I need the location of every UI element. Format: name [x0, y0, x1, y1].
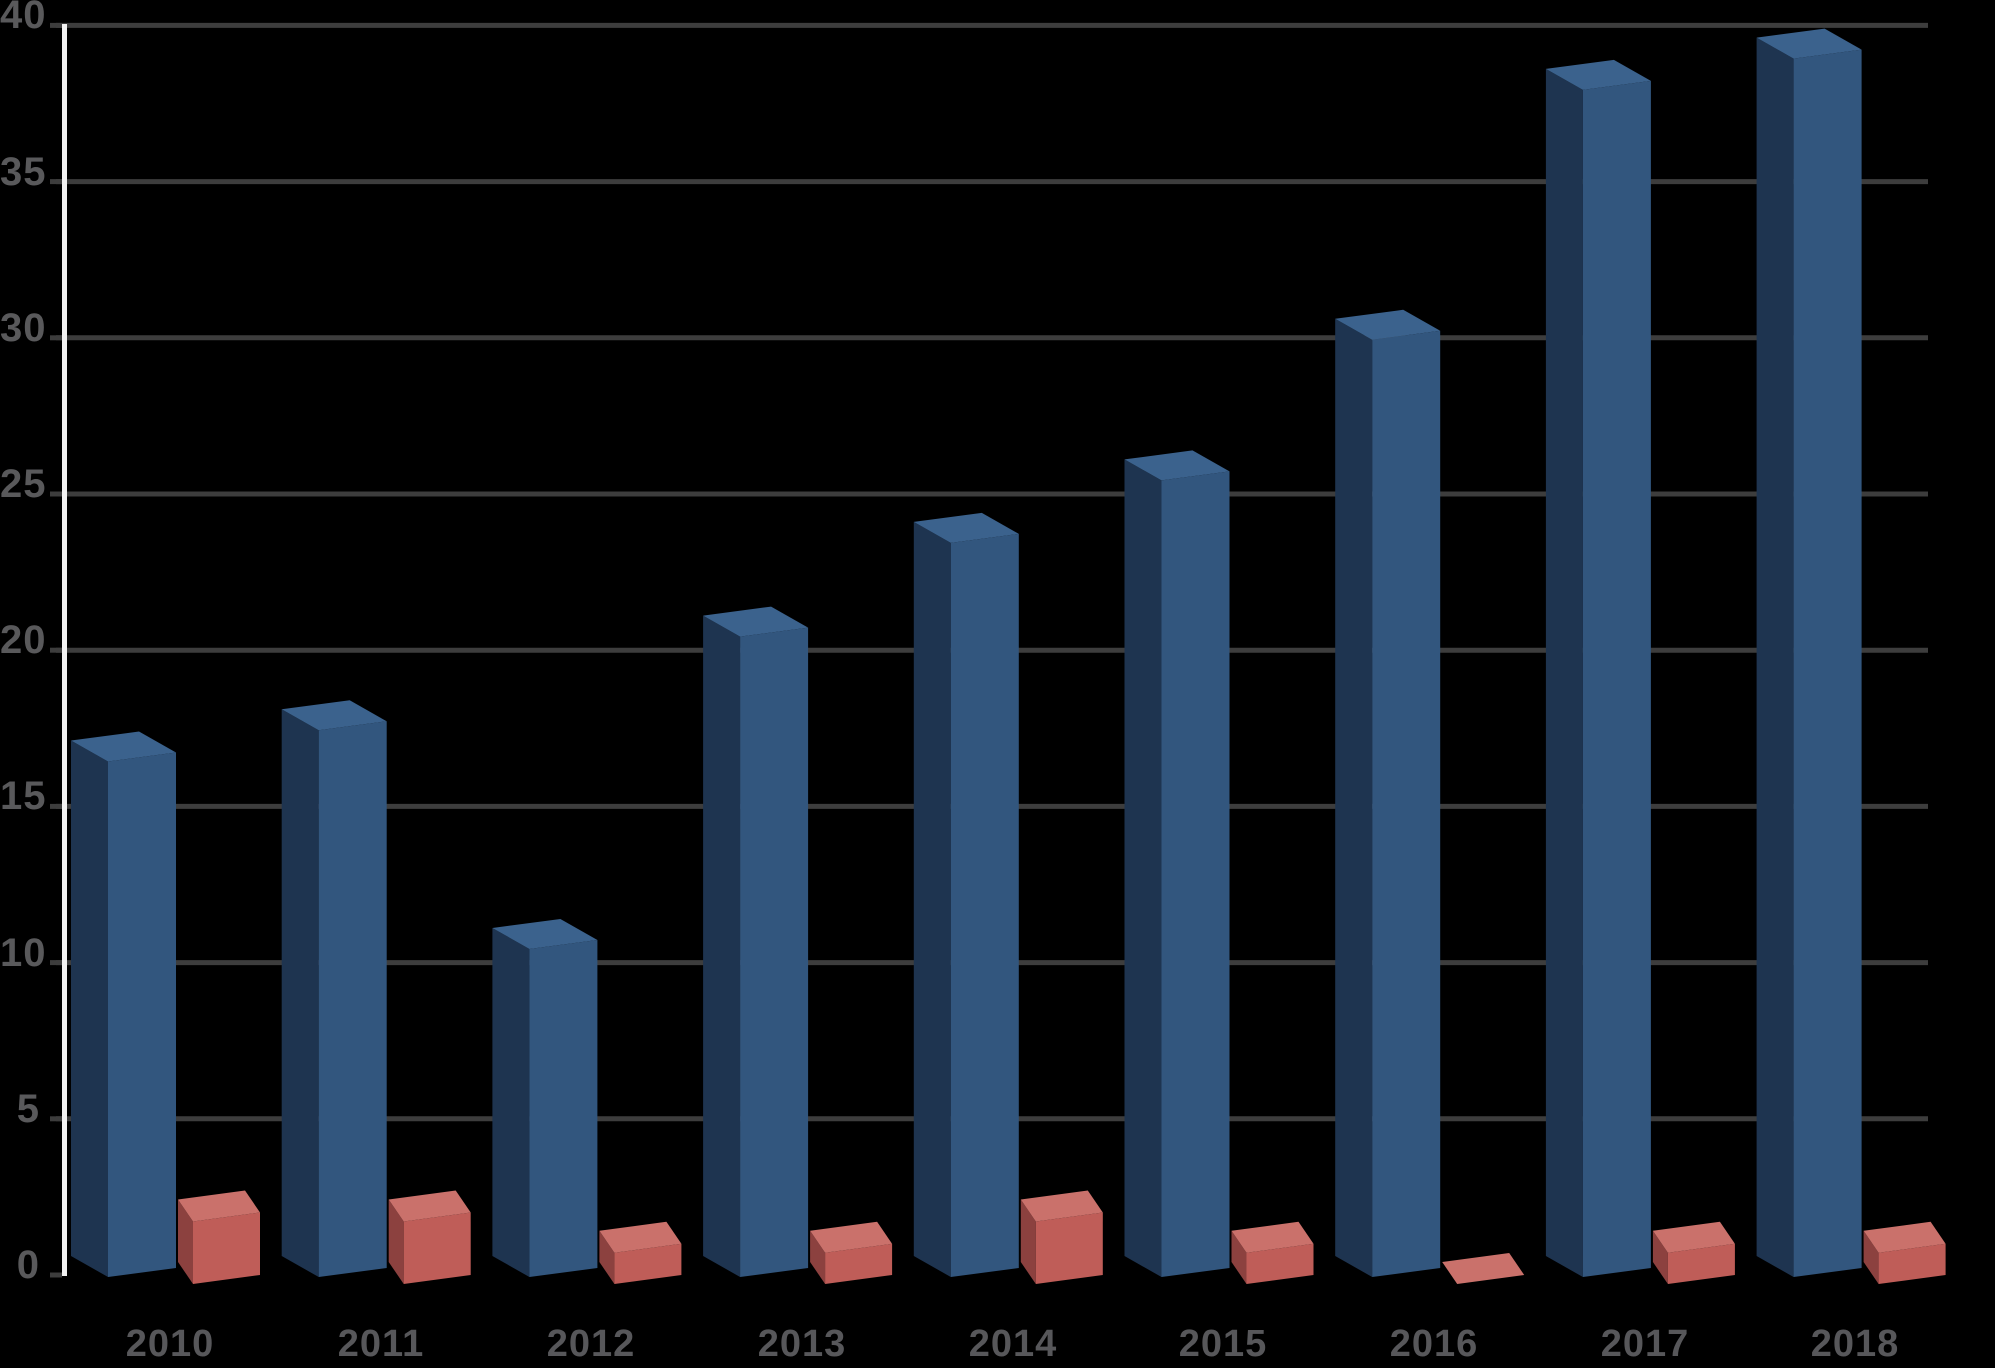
y-tick-label: 25: [0, 462, 47, 506]
bar-side-face: [492, 928, 530, 1277]
bar-front-face: [950, 533, 1019, 1277]
bar-side-face: [810, 1230, 826, 1284]
bar-red-series-2018: [1863, 1221, 1946, 1284]
bar-side-face: [599, 1230, 615, 1284]
bar-top-face: [1652, 1221, 1735, 1253]
bar-blue-series-2016: [1335, 309, 1441, 1277]
bar-blue-series-2015: [1124, 450, 1230, 1277]
bar-top-face: [1231, 1221, 1314, 1253]
bar-red-series-2011: [388, 1190, 471, 1284]
bar-blue-series-2017: [1545, 59, 1651, 1277]
bar-top-face: [492, 919, 598, 949]
bar-blue-series-2012: [492, 919, 598, 1277]
x-tick-label: 2010: [125, 1323, 215, 1365]
bar-front-face: [614, 1243, 682, 1284]
bar-side-face: [913, 521, 951, 1277]
x-tick-label: 2017: [1600, 1323, 1690, 1365]
bar-red-series-2016: [1442, 1253, 1525, 1284]
bar-front-face: [1161, 471, 1230, 1277]
x-tick-label: 2014: [968, 1323, 1058, 1365]
bar-side-face: [281, 709, 319, 1277]
y-tick-label: 35: [0, 150, 47, 194]
bar-side-face: [1231, 1230, 1247, 1284]
bar-top-face: [1020, 1190, 1103, 1222]
bar-front-face: [1878, 1243, 1946, 1284]
bar-front-face: [1372, 330, 1441, 1277]
bar-blue-series-2014: [913, 512, 1019, 1277]
y-tick-label: 40: [0, 0, 47, 37]
bar-side-face: [388, 1199, 404, 1284]
bar-front-face: [529, 940, 598, 1277]
bar-top-face: [281, 700, 387, 731]
x-tick-label: 2012: [546, 1323, 636, 1365]
bar-top-face: [1335, 309, 1441, 340]
bar-front-face: [1793, 49, 1862, 1278]
bar-front-face: [193, 1212, 260, 1284]
bar-top-face: [913, 512, 1019, 543]
bar-side-face: [1124, 459, 1162, 1277]
bar-side-face: [1335, 318, 1373, 1277]
bar-side-face: [1545, 68, 1583, 1277]
y-tick-label: 10: [0, 931, 47, 975]
x-tick-label: 2013: [757, 1323, 847, 1365]
bar-side-face: [1756, 37, 1794, 1278]
x-tick-label: 2018: [1810, 1323, 1900, 1365]
bar-front-face: [1035, 1212, 1103, 1284]
bar-red-series-2010: [178, 1190, 260, 1284]
bar-front-face: [403, 1212, 471, 1284]
bar-red-series-2013: [810, 1221, 893, 1284]
bar-blue-series-2013: [703, 606, 809, 1277]
bar-top-face: [1545, 59, 1651, 90]
x-tick-label: 2015: [1178, 1323, 1268, 1365]
bar-side-face: [178, 1199, 193, 1284]
bar-top-face: [1863, 1221, 1946, 1253]
bar-blue-series-2011: [281, 700, 387, 1277]
bar-side-face: [1020, 1199, 1036, 1284]
bar-red-series-2017: [1652, 1221, 1735, 1284]
bar-top-face: [71, 731, 176, 762]
bar-front-face: [318, 721, 387, 1277]
bar-side-face: [1652, 1230, 1668, 1284]
bar-top-face: [703, 606, 809, 637]
bar-side-face: [71, 740, 108, 1277]
y-tick-label: 5: [16, 1087, 40, 1131]
bar-side-face: [703, 615, 741, 1277]
bar-front-face: [108, 752, 176, 1277]
bar-front-face: [825, 1243, 893, 1284]
bar-red-series-2015: [1231, 1221, 1314, 1284]
x-tick-label: 2016: [1389, 1323, 1479, 1365]
x-tick-label: 2011: [337, 1323, 425, 1365]
bar-top-face: [178, 1190, 260, 1222]
bar-top-face: [1756, 28, 1862, 59]
y-tick-label: 30: [0, 306, 47, 350]
bar-red-series-2014: [1020, 1190, 1103, 1284]
bar-front-face: [740, 627, 809, 1277]
bar-top-face: [810, 1221, 893, 1253]
bar-blue-series-2010: [71, 731, 176, 1277]
bar-front-face: [1582, 80, 1651, 1277]
bar-top-face: [599, 1221, 682, 1253]
y-tick-label: 15: [0, 774, 47, 818]
bar-front-face: [1246, 1243, 1314, 1284]
bar-top-face: [1442, 1253, 1525, 1284]
bar-top-face: [388, 1190, 471, 1222]
bar-side-face: [1863, 1230, 1879, 1284]
y-tick-label: 20: [0, 618, 47, 662]
bar-front-face: [1667, 1243, 1735, 1284]
bar-top-face: [1124, 450, 1230, 481]
bar-red-series-2012: [599, 1221, 682, 1284]
y-tick-label: 0: [16, 1243, 40, 1287]
bar-blue-series-2018: [1756, 28, 1862, 1278]
